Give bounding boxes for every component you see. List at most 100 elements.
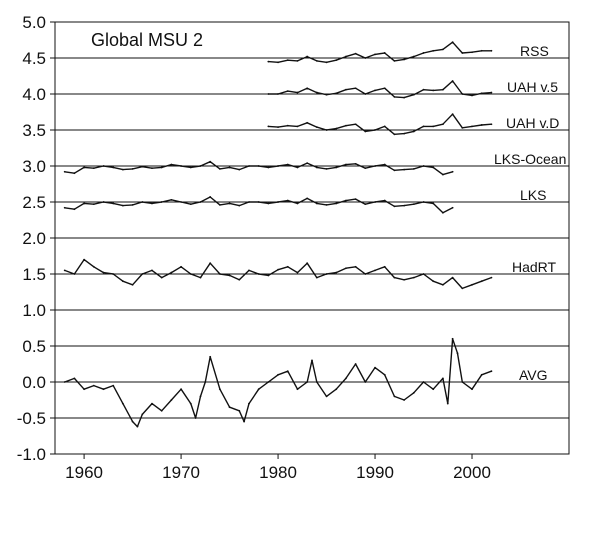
data-point <box>325 93 328 96</box>
y-axis: -1.0 -0.5 0.0 0.5 1.0 1.5 2.0 2.5 3.0 3.5 4.0 4.5 5.… <box>17 13 55 464</box>
data-point <box>180 201 182 203</box>
data-point <box>432 125 435 128</box>
data-point <box>480 373 483 376</box>
data-point <box>456 352 459 355</box>
data-point <box>277 93 279 95</box>
data-point <box>383 199 386 202</box>
data-point <box>403 204 406 207</box>
data-point <box>286 199 289 202</box>
y-tick-label: 0.0 <box>22 373 46 392</box>
data-point <box>325 395 328 398</box>
data-point <box>63 170 66 173</box>
data-point <box>296 91 299 94</box>
x-tick-label: 1990 <box>356 463 394 482</box>
data-point <box>277 373 279 376</box>
data-point <box>345 88 347 91</box>
data-point <box>296 125 299 128</box>
data-point <box>446 402 449 405</box>
data-point <box>335 127 338 130</box>
data-point <box>364 381 367 383</box>
data-point <box>296 166 299 169</box>
data-point <box>63 206 66 209</box>
x-axis: 1960 1970 1980 1990 2000 <box>65 454 491 482</box>
data-point <box>160 201 163 203</box>
data-point <box>315 126 318 129</box>
series-label: LKS <box>520 187 546 203</box>
data-point <box>335 92 338 95</box>
data-point <box>393 59 396 62</box>
data-point <box>228 274 231 277</box>
data-point <box>141 273 144 275</box>
data-point <box>422 273 425 275</box>
y-tick-label: -1.0 <box>17 445 46 464</box>
data-point <box>267 93 270 95</box>
data-point <box>364 203 367 206</box>
data-point <box>422 88 425 91</box>
data-point <box>131 167 134 170</box>
data-point <box>218 388 221 391</box>
data-point <box>306 162 309 165</box>
series-line-uah-v-d <box>268 113 492 136</box>
data-point <box>432 202 435 205</box>
y-tick-label: 1.5 <box>22 265 46 284</box>
data-point <box>257 273 260 275</box>
data-point <box>248 165 250 167</box>
data-point <box>345 377 347 380</box>
data-point <box>209 196 212 198</box>
data-point <box>286 59 289 62</box>
data-point <box>73 377 76 380</box>
data-point <box>403 168 406 171</box>
data-point <box>194 417 197 419</box>
data-point <box>257 165 260 167</box>
data-point <box>102 271 105 274</box>
data-point <box>189 402 192 405</box>
data-point <box>306 381 309 383</box>
data-point <box>354 198 357 201</box>
y-tick-label: 5.0 <box>22 13 46 32</box>
data-point <box>248 402 250 405</box>
y-tick-label: 2.5 <box>22 193 46 212</box>
data-point <box>160 276 163 279</box>
data-point <box>490 91 493 94</box>
data-point <box>151 269 153 272</box>
data-point <box>170 271 173 274</box>
data-point <box>121 204 124 207</box>
data-point <box>306 197 309 200</box>
data-point <box>471 388 473 391</box>
data-point <box>325 129 328 131</box>
data-point <box>83 202 85 205</box>
data-point <box>345 163 347 166</box>
data-point <box>257 388 260 391</box>
data-point <box>471 94 473 97</box>
data-point <box>374 129 376 131</box>
data-point <box>490 49 493 52</box>
data-point <box>393 276 396 279</box>
data-point <box>267 274 270 277</box>
data-point <box>403 278 406 281</box>
data-point <box>393 169 396 172</box>
series-line-rss <box>268 41 492 63</box>
data-point <box>480 280 483 283</box>
data-point <box>286 265 289 268</box>
data-point <box>403 132 406 135</box>
data-point <box>442 173 444 176</box>
x-tick-label: 2000 <box>453 463 491 482</box>
data-point <box>451 206 454 209</box>
data-point <box>92 167 95 170</box>
data-point <box>296 59 299 62</box>
data-point <box>451 337 454 340</box>
data-point <box>112 273 115 275</box>
data-point <box>374 165 376 167</box>
data-point <box>403 96 406 99</box>
data-point <box>325 273 328 275</box>
series-label: LKS-Ocean <box>494 151 566 167</box>
data-point <box>432 89 435 92</box>
data-point <box>63 381 66 383</box>
data-point <box>286 90 289 93</box>
data-point <box>374 269 376 272</box>
data-point <box>121 402 124 405</box>
data-point <box>393 205 396 208</box>
data-point <box>199 201 202 203</box>
data-point <box>315 381 318 383</box>
